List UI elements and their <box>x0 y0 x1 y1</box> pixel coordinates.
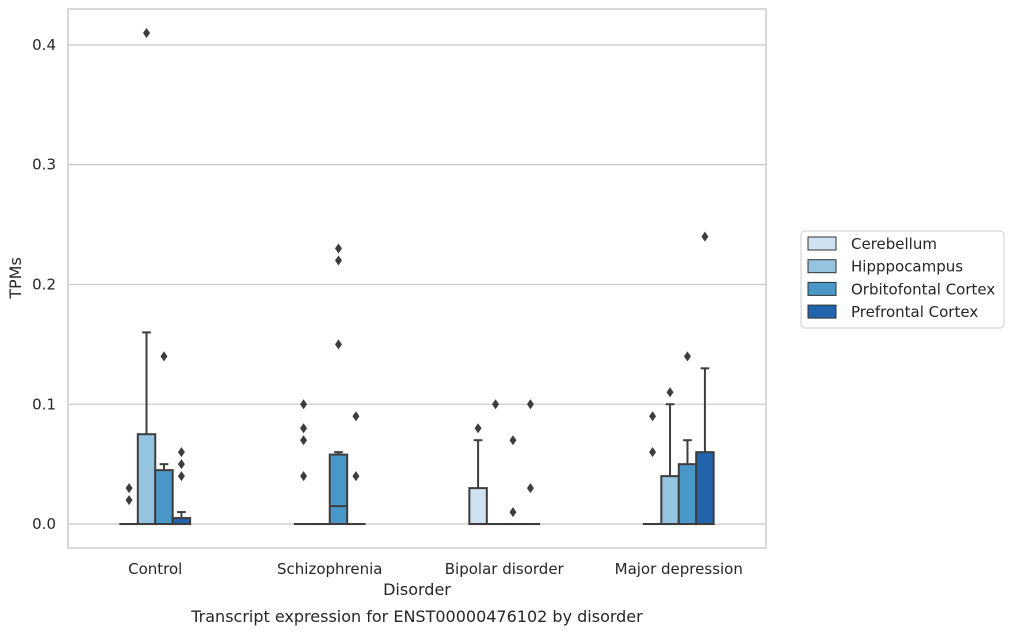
legend-swatch <box>807 304 837 319</box>
legend: Cerebellum Hipppocampus Orbitofontal Corte… <box>800 230 1005 329</box>
outlier-point <box>526 483 534 494</box>
legend-label: Cerebellum <box>851 235 937 253</box>
y-tick-label: 0.2 <box>32 275 56 293</box>
box-hipppocampus <box>136 27 157 526</box>
x-axis-label: Disorder <box>383 580 451 599</box>
box-cerebellum <box>642 411 663 526</box>
legend-label: Hipppocampus <box>851 258 963 276</box>
box-body <box>468 487 488 526</box>
box-body <box>695 451 715 526</box>
x-tick-label: Control <box>128 560 182 578</box>
outlier-point <box>177 459 185 470</box>
x-tick-label: Schizophrenia <box>277 560 382 578</box>
outlier-point <box>352 471 360 482</box>
legend-swatch <box>807 236 837 251</box>
x-tick-labels: Control Schizophrenia Bipolar disorder Majo… <box>128 560 743 578</box>
outlier-point <box>509 435 517 446</box>
box-prefrontal-cortex <box>695 231 715 526</box>
outlier-point <box>683 351 691 362</box>
box-body <box>154 469 174 526</box>
x-tick-label: Major depression <box>615 560 743 578</box>
box-cerebellum <box>293 399 314 526</box>
legend-swatch <box>807 281 837 296</box>
legend-label: Prefrontal Cortex <box>851 303 978 321</box>
y-tick-label: 0.3 <box>32 156 56 174</box>
outlier-point <box>160 351 168 362</box>
y-tick-label: 0.0 <box>32 515 56 533</box>
box-hipppocampus <box>660 387 680 526</box>
outlier-point <box>334 243 342 254</box>
chart-caption: Transcript expression for ENST0000047610… <box>190 607 643 626</box>
outlier-point <box>701 231 709 242</box>
outlier-point <box>300 423 308 434</box>
outlier-point <box>526 399 534 410</box>
y-tick-label: 0.4 <box>32 36 56 54</box>
box-series-group <box>119 27 715 526</box>
outlier-point <box>125 495 133 506</box>
outlier-point <box>666 387 674 398</box>
box-orbitofontal-cortex <box>328 243 349 526</box>
box-orbitofontal-cortex <box>154 351 174 526</box>
box-prefrontal-cortex <box>520 399 541 526</box>
plot-area-background <box>68 9 766 548</box>
outlier-point <box>649 447 657 458</box>
outlier-point <box>125 483 133 494</box>
box-body <box>328 453 349 526</box>
box-prefrontal-cortex <box>346 411 366 526</box>
outlier-point <box>352 411 360 422</box>
legend-frame <box>800 230 1005 329</box>
box-cerebellum <box>468 423 488 526</box>
y-axis-label: TPMs <box>6 257 25 300</box>
y-tick-labels: 0.0 0.1 0.2 0.3 0.4 <box>32 36 56 533</box>
outlier-point <box>474 423 482 434</box>
outlier-point <box>492 399 500 410</box>
y-tick-label: 0.1 <box>32 395 56 413</box>
outlier-point <box>334 255 342 266</box>
outlier-point <box>177 447 185 458</box>
outlier-point <box>300 471 308 482</box>
outlier-point <box>143 27 151 38</box>
plot-frame <box>67 8 767 549</box>
x-tick-label: Bipolar disorder <box>445 560 565 578</box>
outlier-point <box>509 507 517 518</box>
box-prefrontal-cortex <box>171 447 192 526</box>
box-cerebellum <box>119 483 139 526</box>
outlier-point <box>177 471 185 482</box>
outlier-point <box>649 411 657 422</box>
outlier-point <box>334 339 342 350</box>
legend-label: Orbitofontal Cortex <box>851 280 995 298</box>
box-body <box>677 463 698 526</box>
legend-swatch <box>807 259 837 274</box>
outlier-point <box>300 435 308 446</box>
outlier-point <box>300 399 308 410</box>
box-body <box>136 433 157 526</box>
box-body <box>660 475 680 526</box>
